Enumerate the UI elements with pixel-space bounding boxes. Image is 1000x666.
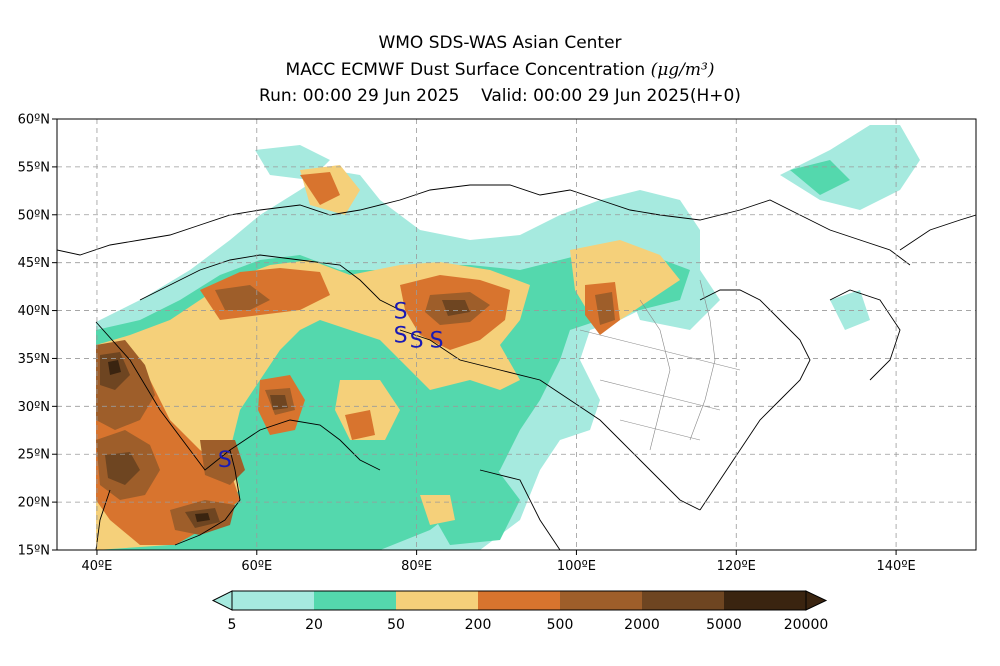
lat-tick-label: 35ºN bbox=[18, 352, 50, 367]
dust-storm-marker: S bbox=[394, 324, 408, 349]
lat-tick-label: 50ºN bbox=[18, 208, 50, 223]
colorbar-min-arrow bbox=[211, 590, 233, 611]
map-frame bbox=[56, 118, 977, 551]
lon-tick-label: 40ºE bbox=[82, 559, 113, 574]
title-unit: (μg/m³) bbox=[650, 60, 715, 80]
colorbar: 5 20 50 200 500 2000 5000 20000 bbox=[211, 590, 829, 633]
colorbar-label: 20000 bbox=[784, 617, 829, 633]
dust-storm-marker: S bbox=[410, 328, 424, 353]
title-line-1: WMO SDS-WAS Asian Center bbox=[378, 33, 622, 53]
colorbar-label: 500 bbox=[547, 617, 574, 633]
run-time: Run: 00:00 29 Jun 2025 bbox=[259, 86, 460, 106]
title-line-2: MACC ECMWF Dust Surface Concentration (μ… bbox=[0, 60, 1000, 80]
province-borders bbox=[579, 279, 741, 451]
colorbar-frame bbox=[231, 590, 807, 611]
latitude-axis: 15ºN 20ºN 25ºN 30ºN 35ºN 40ºN 45ºN 50ºN 55ºN 60ºN bbox=[18, 113, 57, 559]
colorbar-label: 2000 bbox=[624, 617, 660, 633]
dust-concentration-field bbox=[96, 125, 920, 550]
dust-storm-marker: S bbox=[430, 328, 444, 353]
lon-tick-label: 140ºE bbox=[877, 559, 916, 574]
dust-level-5000-20000 bbox=[108, 360, 210, 522]
title-line-3: Run: 00:00 29 Jun 2025 Valid: 00:00 29 J… bbox=[0, 86, 1000, 106]
lon-tick-label: 120ºE bbox=[717, 559, 756, 574]
colorbar-segment bbox=[232, 591, 314, 610]
lat-tick-label: 15ºN bbox=[18, 544, 50, 559]
longitude-axis: 40ºE 60ºE 80ºE 100ºE 120ºE 140ºE bbox=[82, 550, 916, 574]
lat-tick-label: 30ºN bbox=[18, 400, 50, 415]
lat-tick-label: 40ºN bbox=[18, 304, 50, 319]
colorbar-segment bbox=[560, 591, 642, 610]
lat-tick-label: 20ºN bbox=[18, 496, 50, 511]
dust-storm-markers: SS S SS bbox=[218, 300, 444, 473]
lon-tick-label: 100ºE bbox=[557, 559, 596, 574]
valid-time: Valid: 00:00 29 Jun 2025(H+0) bbox=[481, 86, 741, 106]
colorbar-label: 5 bbox=[228, 617, 237, 633]
colorbar-label: 5000 bbox=[706, 617, 742, 633]
lat-tick-label: 45ºN bbox=[18, 256, 50, 271]
colorbar-segment bbox=[642, 591, 724, 610]
dust-storm-marker: S bbox=[218, 448, 232, 473]
colorbar-label: 200 bbox=[465, 617, 492, 633]
lat-tick-label: 60ºN bbox=[18, 113, 50, 128]
colorbar-segment bbox=[396, 591, 478, 610]
lon-tick-label: 80ºE bbox=[401, 559, 432, 574]
colorbar-segment bbox=[724, 591, 806, 610]
lat-tick-label: 55ºN bbox=[18, 160, 50, 175]
title-text: MACC ECMWF Dust Surface Concentration bbox=[285, 60, 646, 80]
lat-tick-label: 25ºN bbox=[18, 448, 50, 463]
colorbar-label: 20 bbox=[305, 617, 323, 633]
dust-storm-marker: S bbox=[394, 300, 408, 325]
colorbar-segment bbox=[314, 591, 396, 610]
lon-tick-label: 60ºE bbox=[241, 559, 272, 574]
colorbar-segment bbox=[478, 591, 560, 610]
gridlines bbox=[57, 119, 976, 550]
colorbar-max-arrow bbox=[805, 590, 828, 611]
colorbar-label: 50 bbox=[387, 617, 405, 633]
country-borders bbox=[57, 184, 976, 550]
